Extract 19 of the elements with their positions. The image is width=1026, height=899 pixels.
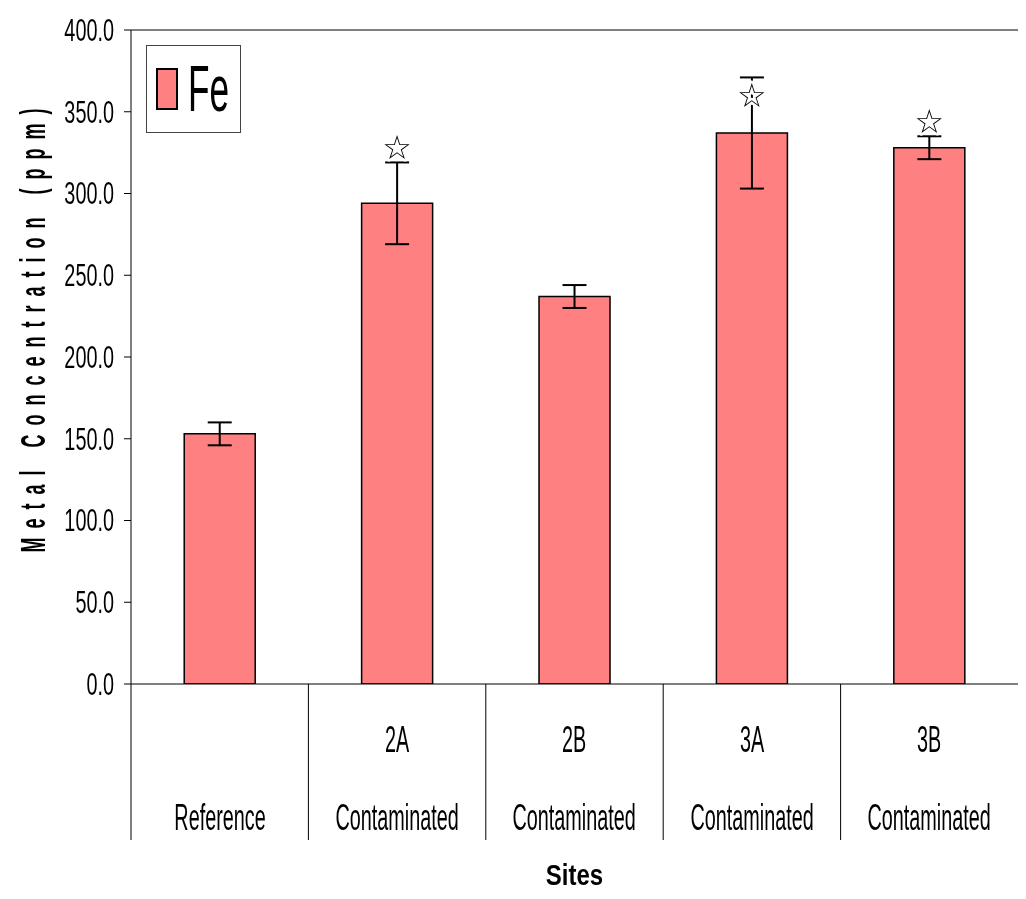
x-tick-label: 2B Contaminated [512,718,637,840]
x-axis-title: Sites [545,857,604,893]
annotation: ☆ [914,102,945,142]
legend-label: Fe [188,53,230,125]
x-tick-label: Reference [174,796,266,840]
y-tick-label: 300.0 [64,175,114,212]
y-tick-label: 100.0 [64,502,114,539]
y-tick-label: 200.0 [64,338,114,376]
x-tick-label: 2A Contaminated [335,718,459,840]
y-tick-label: 50.0 [75,584,114,621]
y-tick-label: 400.0 [64,11,114,49]
y-tick-label: 150.0 [64,420,114,457]
y-tick-label: 350.0 [64,93,114,130]
x-tick-label: 3B Contaminated [867,718,991,840]
y-tick-label: 0.0 [86,665,114,703]
y-axis-title: Metal Concentration (ppm) [11,99,53,553]
y-tick-label: 250.0 [64,257,114,294]
x-tick-label: 3A Contaminated [690,718,814,840]
annotation: ☆ [382,128,412,168]
